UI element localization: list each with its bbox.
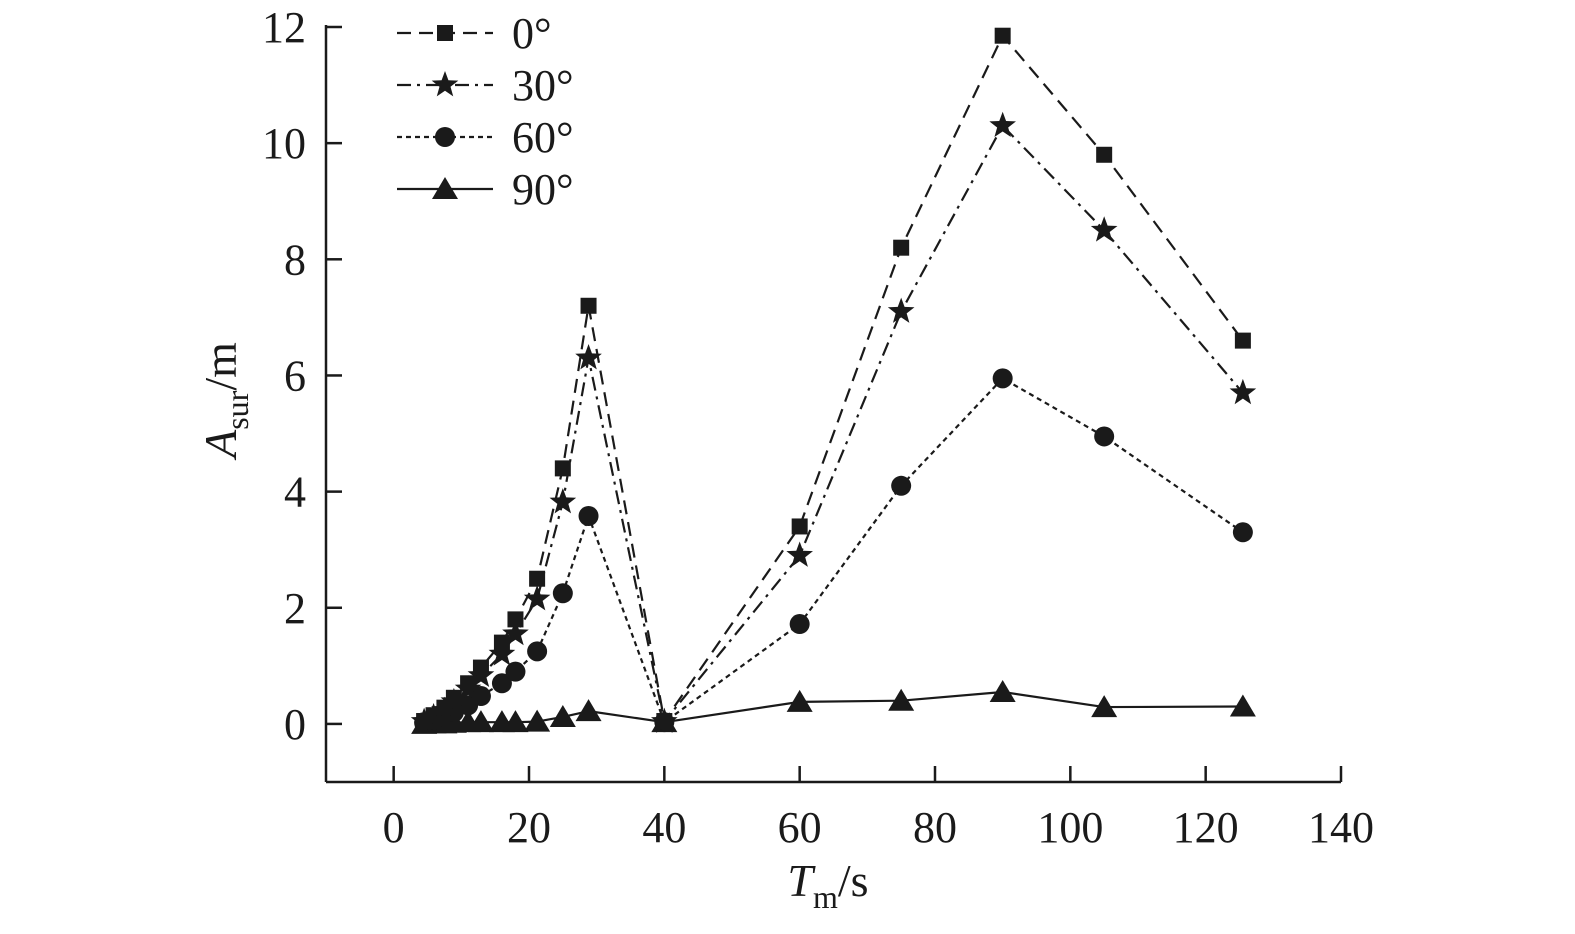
data-point	[1234, 332, 1251, 349]
data-point	[575, 699, 602, 722]
x-tick-label: 40	[642, 803, 686, 852]
legend-marker	[431, 71, 459, 97]
axes: 0 20 40 60 80 100 120 140 0 2 4 6 8 10 12	[262, 3, 1374, 852]
series-3	[411, 679, 1256, 734]
x-tick-label: 0	[383, 803, 405, 852]
x-tick-label: 60	[778, 803, 822, 852]
data-point	[789, 614, 810, 635]
data-point	[472, 659, 489, 676]
data-point	[488, 640, 516, 666]
y-tick-label: 10	[262, 119, 306, 168]
data-point	[445, 689, 462, 706]
y-tick-label: 0	[284, 700, 306, 749]
data-point	[656, 713, 673, 730]
axis-labels: Tm/s Asur/m	[195, 342, 869, 915]
series-line	[424, 690, 1243, 726]
x-tick-label: 120	[1173, 803, 1239, 852]
legend-entry: 0°	[397, 9, 552, 58]
data-point	[786, 541, 813, 567]
data-point	[529, 570, 546, 587]
data-point	[1094, 426, 1115, 447]
series-line	[423, 124, 1244, 723]
x-tick-label: 20	[507, 803, 551, 852]
data-point	[791, 518, 808, 535]
data-point	[507, 611, 524, 628]
legend-marker	[432, 177, 458, 199]
data-point	[524, 709, 551, 732]
legend-marker	[435, 127, 455, 147]
data-point	[491, 673, 512, 694]
data-point	[493, 634, 510, 651]
y-tick-label: 2	[284, 584, 306, 633]
x-axis-label-unit: /s	[838, 855, 869, 906]
y-axis-label-main: A	[195, 429, 246, 461]
data-point	[893, 239, 910, 256]
y-tick-label: 4	[284, 468, 306, 517]
data-point	[523, 585, 551, 611]
data-point	[552, 583, 573, 604]
data-point	[1090, 216, 1118, 242]
data-point	[992, 368, 1013, 389]
data-point	[1229, 378, 1257, 405]
data-point	[1232, 522, 1253, 543]
y-tick-label: 8	[284, 235, 306, 284]
data-point	[575, 344, 602, 370]
data-point	[1091, 695, 1118, 718]
data-point	[1229, 694, 1256, 717]
series-line	[423, 377, 1244, 724]
y-tick-label: 6	[284, 351, 306, 400]
y-axis-label-unit: /m	[195, 342, 246, 391]
y-tick-label: 12	[262, 3, 306, 52]
data-point	[460, 675, 477, 692]
data-point	[502, 710, 529, 733]
legend-label: 0°	[512, 9, 552, 58]
data-point	[549, 704, 576, 727]
series-0	[416, 27, 1251, 730]
data-point	[578, 506, 599, 527]
x-axis-label-main: T	[787, 855, 816, 906]
data-point	[891, 475, 912, 496]
data-point	[527, 641, 548, 662]
legend-entry: 90°	[397, 165, 574, 214]
x-axis-label: Tm/s	[787, 855, 868, 915]
legend-marker	[437, 25, 453, 41]
x-tick-label: 80	[913, 803, 957, 852]
legend-entry: 60°	[397, 113, 574, 162]
data-point	[505, 661, 526, 682]
data-point	[989, 679, 1016, 702]
data-point	[989, 111, 1016, 138]
data-point	[786, 689, 813, 712]
data-point	[467, 710, 494, 733]
legend-label: 60°	[512, 113, 574, 162]
y-axis-label-sub: sur	[219, 390, 255, 429]
data-point	[549, 488, 577, 514]
data-point	[554, 460, 571, 477]
legend-entry: 30°	[397, 61, 574, 110]
data-point	[888, 688, 915, 711]
series-layer	[410, 27, 1257, 734]
x-tick-label: 140	[1308, 803, 1374, 852]
x-tick-label: 100	[1037, 803, 1103, 852]
series-2	[414, 368, 1253, 733]
legend-label: 90°	[512, 165, 574, 214]
data-point	[994, 27, 1011, 44]
data-point	[887, 297, 915, 323]
y-axis-label: Asur/m	[195, 342, 255, 461]
legend-label: 30°	[512, 61, 574, 110]
x-axis-label-sub: m	[813, 879, 838, 915]
legend: 0°30°60°90°	[397, 9, 574, 214]
data-point	[580, 297, 597, 314]
data-point	[1096, 146, 1113, 163]
data-point	[502, 619, 529, 646]
